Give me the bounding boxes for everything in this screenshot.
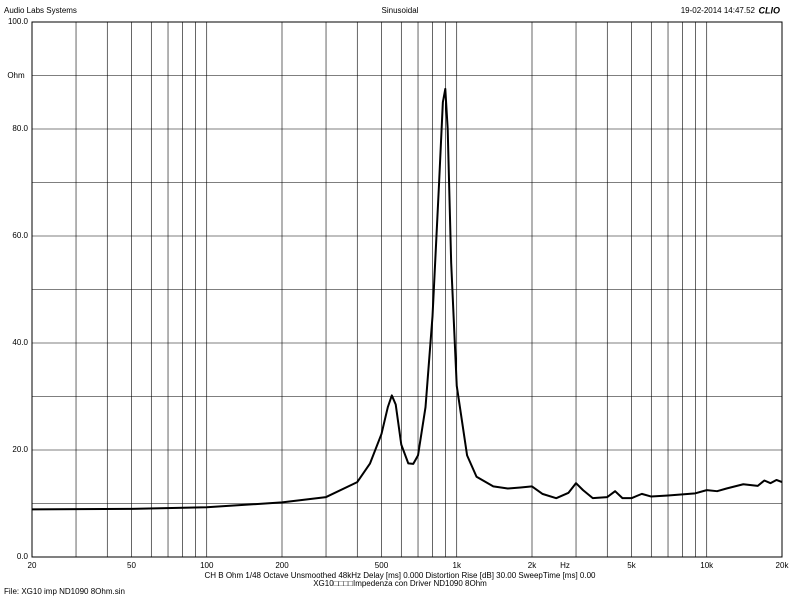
y-tick-label: 40.0 bbox=[12, 338, 28, 347]
x-tick-label: 100 bbox=[200, 561, 214, 570]
y-tick-label: 0.0 bbox=[17, 552, 29, 561]
y-tick-label: 60.0 bbox=[12, 231, 28, 240]
file-name: File: XG10 imp ND1090 8Ohm.sin bbox=[4, 587, 125, 596]
plot-frame bbox=[31, 21, 783, 558]
x-tick-label: 50 bbox=[127, 561, 136, 570]
header-left: Audio Labs Systems bbox=[4, 6, 77, 15]
impedance-curve bbox=[31, 87, 783, 511]
x-tick-label: 5k bbox=[627, 561, 636, 570]
y-tick-label: 20.0 bbox=[12, 445, 28, 454]
chart-title: Sinusoidal bbox=[382, 6, 419, 15]
x-tick-label: 200 bbox=[275, 561, 289, 570]
x-tick-label: 500 bbox=[375, 561, 389, 570]
logo: CLIO bbox=[759, 5, 781, 15]
x-unit: Hz bbox=[560, 561, 570, 570]
x-tick-label: 20k bbox=[776, 561, 790, 570]
footer-description: XG10□□□□Impedenza con Driver ND1090 8Ohm bbox=[313, 579, 487, 588]
x-tick-label: 20 bbox=[28, 561, 37, 570]
x-tick-label: 10k bbox=[700, 561, 714, 570]
x-tick-label: 2k bbox=[528, 561, 537, 570]
y-unit: Ohm bbox=[7, 71, 25, 80]
header-right: 19-02-2014 14:47.52 bbox=[681, 6, 756, 15]
y-tick-label: 100.0 bbox=[8, 17, 29, 26]
x-tick-label: 1k bbox=[453, 561, 462, 570]
y-tick-label: 80.0 bbox=[12, 124, 28, 133]
footer-settings: CH B Ohm 1/48 Octave Unsmoothed 48kHz De… bbox=[205, 571, 597, 580]
